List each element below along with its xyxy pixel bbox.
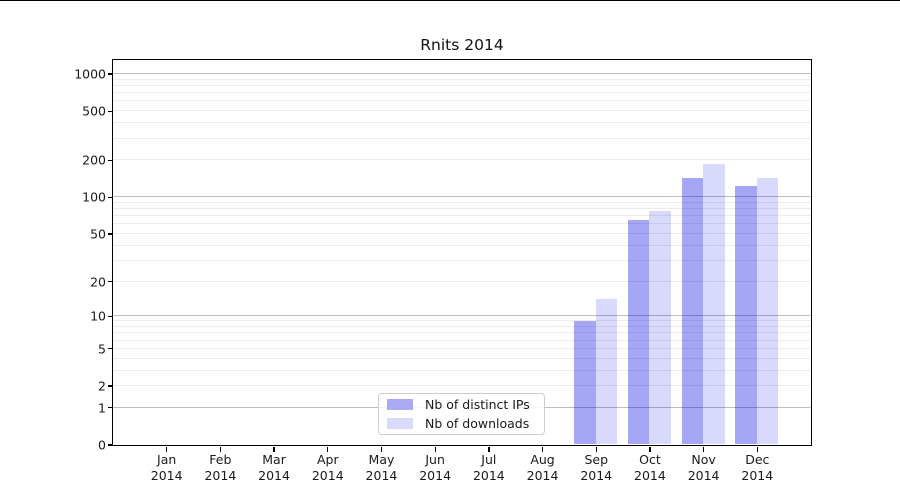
- x-axis-tick: [541, 446, 544, 452]
- bar-nb-of-downloads-oct: [649, 210, 671, 445]
- minor-gridline: [112, 326, 811, 327]
- y-axis-tick-label: 1: [98, 400, 106, 416]
- x-axis-tick: [219, 446, 222, 452]
- minor-gridline: [112, 84, 811, 86]
- minor-gridline: [112, 320, 811, 322]
- minor-gridline: [112, 201, 811, 203]
- minor-gridline: [112, 347, 811, 349]
- minor-gridline: [112, 244, 811, 246]
- x-axis-tick-label: Aug 2014: [526, 452, 559, 483]
- x-axis-tick-label: Apr 2014: [311, 452, 344, 483]
- y-axis-tick-label: 20: [90, 274, 106, 289]
- x-axis-tick: [649, 446, 651, 452]
- legend-row-downloads: Nb of downloads: [387, 416, 536, 431]
- legend-swatch-distinct-ips: [387, 399, 413, 410]
- y-axis-tick: [108, 348, 113, 350]
- minor-gridline: [112, 332, 811, 334]
- bar-nb-of-distinct-ips-dec: [735, 186, 757, 445]
- y-axis-tick: [108, 407, 113, 409]
- minor-gridline: [112, 78, 811, 80]
- x-axis-tick-label: Jul 2014: [472, 452, 505, 483]
- x-axis-tick-label: Oct 2014: [634, 452, 666, 483]
- minor-gridline: [112, 357, 811, 359]
- minor-gridline: [112, 215, 811, 217]
- minor-gridline: [112, 223, 811, 225]
- minor-gridline: [112, 280, 811, 282]
- minor-gridline: [112, 159, 811, 161]
- bar-nb-of-downloads-sep: [595, 299, 618, 445]
- minor-gridline: [112, 110, 811, 112]
- x-axis-tick: [166, 446, 168, 452]
- y-axis-tick: [108, 110, 113, 112]
- x-axis-tick-label: Mar 2014: [258, 452, 290, 483]
- x-axis-tick-label: May 2014: [365, 452, 398, 483]
- window-top-edge: [0, 0, 900, 1]
- minor-gridline: [112, 385, 811, 386]
- x-axis-tick-label: Sep 2014: [580, 452, 613, 483]
- y-axis-tick-label: 5: [98, 341, 106, 357]
- legend-row-distinct-ips: Nb of distinct IPs: [387, 397, 536, 412]
- y-axis-tick: [108, 385, 113, 387]
- x-axis-tick: [273, 446, 275, 452]
- minor-gridline: [112, 259, 811, 261]
- y-axis-tick: [108, 73, 113, 75]
- x-axis-tick: [756, 446, 758, 452]
- x-axis-tick: [434, 446, 436, 452]
- y-axis-tick: [108, 280, 113, 283]
- x-axis-tick-label: Nov 2014: [687, 452, 720, 483]
- major-gridline: [112, 72, 811, 74]
- minor-gridline: [112, 208, 811, 210]
- y-axis-tick: [108, 315, 113, 317]
- y-axis-tick-label: 1000: [74, 66, 106, 82]
- y-axis-tick-label: 200: [82, 152, 106, 168]
- x-axis-tick-label: Jun 2014: [419, 452, 452, 483]
- y-axis-tick-label: 50: [90, 226, 106, 242]
- bar-nb-of-distinct-ips-nov: [681, 177, 704, 445]
- minor-gridline: [112, 137, 811, 139]
- minor-gridline: [112, 122, 811, 124]
- major-gridline: [112, 196, 811, 198]
- minor-gridline: [112, 100, 811, 102]
- x-axis-tick-label: Jan 2014: [150, 452, 183, 483]
- legend: Nb of distinct IPs Nb of downloads: [378, 393, 545, 435]
- major-gridline: [112, 315, 811, 317]
- y-axis-tick: [108, 196, 113, 198]
- x-axis-tick: [327, 446, 329, 452]
- minor-gridline: [112, 92, 811, 94]
- bar-nb-of-distinct-ips-sep: [574, 320, 596, 445]
- x-axis-tick: [380, 446, 383, 452]
- x-axis-tick: [595, 446, 597, 452]
- x-axis-tick: [703, 446, 705, 452]
- bar-nb-of-downloads-dec: [756, 177, 779, 445]
- x-axis-tick: [488, 446, 490, 452]
- plot-area: [111, 58, 812, 446]
- y-axis-tick-label: 10: [90, 308, 106, 324]
- y-axis-tick-label: 2: [98, 378, 106, 394]
- y-axis-tick-label: 500: [82, 103, 106, 119]
- bar-nb-of-distinct-ips-oct: [627, 219, 650, 445]
- legend-label-distinct-ips: Nb of distinct IPs: [425, 397, 530, 412]
- y-axis-tick-label: 0: [98, 437, 106, 453]
- minor-gridline: [112, 369, 811, 371]
- x-axis-tick-label: Dec 2014: [741, 452, 774, 483]
- y-axis-tick-label: 100: [82, 189, 106, 205]
- minor-gridline: [112, 232, 811, 234]
- legend-label-downloads: Nb of downloads: [425, 416, 530, 431]
- bar-nb-of-downloads-nov: [703, 163, 725, 445]
- y-axis-tick: [108, 159, 113, 161]
- x-axis-tick-label: Feb 2014: [204, 452, 237, 483]
- minor-gridline: [112, 339, 811, 341]
- y-axis-tick: [108, 444, 113, 446]
- legend-swatch-downloads: [387, 418, 413, 429]
- y-axis-tick: [108, 233, 113, 235]
- chart-title: Rnits 2014: [420, 36, 504, 54]
